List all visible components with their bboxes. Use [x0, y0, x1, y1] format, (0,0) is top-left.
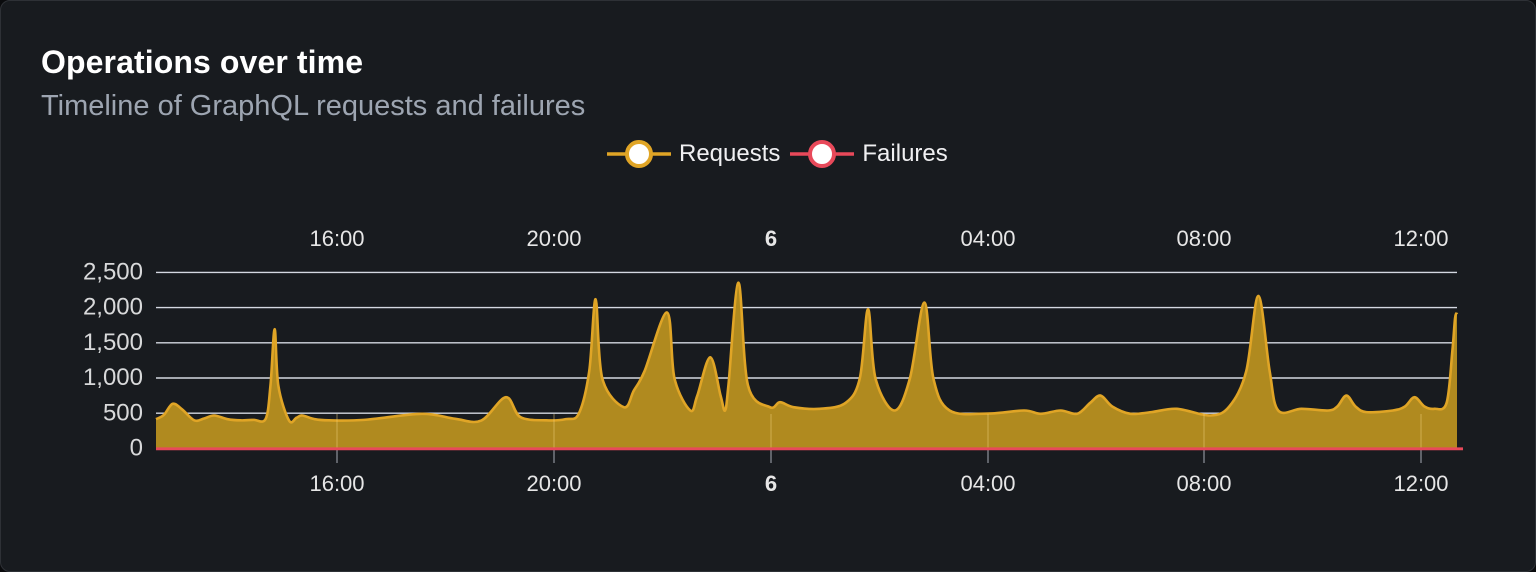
svg-text:0: 0 [130, 435, 143, 462]
svg-text:04:00: 04:00 [960, 471, 1015, 496]
svg-text:08:00: 08:00 [1176, 226, 1231, 251]
svg-text:08:00: 08:00 [1176, 471, 1231, 496]
svg-text:2,000: 2,000 [83, 294, 143, 321]
svg-text:1,000: 1,000 [83, 364, 143, 391]
svg-text:500: 500 [103, 399, 143, 426]
svg-text:12:00: 12:00 [1393, 226, 1448, 251]
svg-text:6: 6 [765, 471, 777, 496]
svg-text:16:00: 16:00 [309, 226, 364, 251]
svg-text:1,500: 1,500 [83, 329, 143, 356]
svg-text:16:00: 16:00 [309, 471, 364, 496]
svg-text:04:00: 04:00 [960, 226, 1015, 251]
svg-text:6: 6 [765, 226, 777, 251]
svg-text:20:00: 20:00 [526, 226, 581, 251]
svg-text:2,500: 2,500 [83, 259, 143, 286]
svg-text:20:00: 20:00 [526, 471, 581, 496]
svg-text:12:00: 12:00 [1393, 471, 1448, 496]
